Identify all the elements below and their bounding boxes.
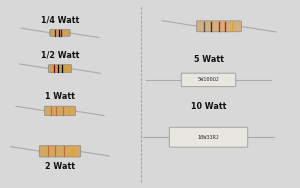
Text: 2 Watt: 2 Watt [45,162,75,171]
Text: 10W33RJ: 10W33RJ [198,135,219,140]
FancyBboxPatch shape [50,30,70,36]
FancyBboxPatch shape [48,65,72,73]
Text: 1 Watt: 1 Watt [45,92,75,101]
FancyBboxPatch shape [39,146,81,157]
Text: 5 Watt: 5 Watt [194,55,224,64]
Text: 1/2 Watt: 1/2 Watt [41,51,79,60]
Text: 10 Watt: 10 Watt [191,102,226,111]
FancyBboxPatch shape [45,106,76,116]
FancyBboxPatch shape [181,73,236,86]
FancyBboxPatch shape [196,21,242,32]
Text: 1/4 Watt: 1/4 Watt [41,15,79,24]
FancyBboxPatch shape [169,127,248,147]
Text: 5W100ΩJ: 5W100ΩJ [198,77,219,82]
